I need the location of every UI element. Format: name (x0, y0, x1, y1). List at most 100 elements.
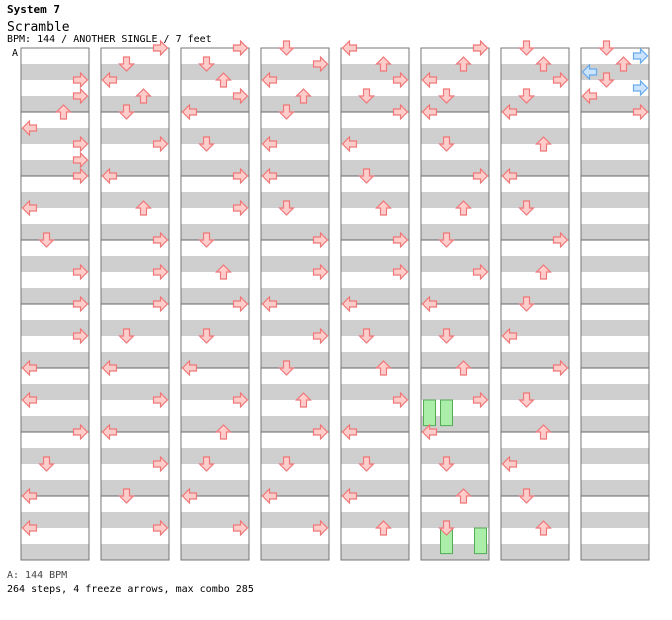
beat-stripe (101, 192, 169, 208)
column-frame (20, 47, 90, 561)
beat-stripe (501, 256, 569, 272)
step-arrow-right (232, 519, 249, 537)
beat-stripe (181, 512, 249, 528)
beat-stripe (261, 192, 329, 208)
column-frame (580, 47, 650, 561)
step-arrow-up (295, 88, 312, 104)
beat-stripe (581, 544, 649, 560)
beat-stripe (501, 512, 569, 528)
chart-column-2 (100, 47, 170, 561)
step-arrow-down (438, 456, 455, 472)
beat-stripe (261, 128, 329, 144)
step-arrow-up (535, 136, 552, 152)
beat-stripe (341, 192, 409, 208)
step-arrow-up (135, 200, 152, 216)
beat-stripe (101, 512, 169, 528)
step-arrow-down (438, 232, 455, 248)
step-arrow-up (535, 56, 552, 72)
chart-column-8 (580, 47, 650, 561)
step-arrow-down (438, 328, 455, 344)
step-arrow-down (518, 392, 535, 408)
beat-stripe (341, 352, 409, 368)
freeze-arrow (423, 399, 436, 427)
column-frame (260, 47, 330, 561)
step-arrow-left (341, 135, 358, 153)
beat-stripe (501, 96, 569, 112)
chart-column-3 (180, 47, 250, 561)
step-arrow-left (421, 103, 438, 121)
beat-stripe (341, 64, 409, 80)
song-title: Scramble (7, 20, 70, 35)
step-arrow-right (472, 39, 489, 57)
step-arrow-down (278, 456, 295, 472)
step-arrow-up (295, 392, 312, 408)
step-arrow-down (278, 360, 295, 376)
beat-stripe (181, 96, 249, 112)
step-arrow-down (38, 232, 55, 248)
beat-stripe (261, 160, 329, 176)
step-arrow-left (261, 295, 278, 313)
step-arrow-left (21, 487, 38, 505)
beat-stripe (261, 544, 329, 560)
beat-stripe (181, 128, 249, 144)
beat-stripe (101, 544, 169, 560)
beat-stripe (341, 320, 409, 336)
step-arrow-right (232, 199, 249, 217)
beat-stripe (581, 384, 649, 400)
beat-stripe (421, 352, 489, 368)
step-arrow-right (72, 167, 89, 185)
step-arrow-down (518, 296, 535, 312)
step-arrow-down (438, 88, 455, 104)
step-arrow-right (392, 71, 409, 89)
beat-stripe (181, 64, 249, 80)
step-arrow-up (375, 520, 392, 536)
step-arrow-down (518, 200, 535, 216)
step-arrow-down (198, 232, 215, 248)
beat-stripe (181, 480, 249, 496)
step-arrow-up (375, 360, 392, 376)
beat-stripe (181, 384, 249, 400)
step-arrow-down (198, 328, 215, 344)
beat-stripe (581, 64, 649, 80)
step-arrow-left (341, 295, 358, 313)
column-frame (340, 47, 410, 561)
beat-stripe (421, 224, 489, 240)
step-arrow-right (152, 455, 169, 473)
beat-stripe (581, 224, 649, 240)
beat-stripe (21, 320, 89, 336)
step-arrow-left (181, 103, 198, 121)
step-arrow-down (118, 104, 135, 120)
beat-stripe (341, 416, 409, 432)
column-frame (180, 47, 250, 561)
step-arrow-right (312, 55, 329, 73)
beat-stripe (421, 320, 489, 336)
chart-column-4 (260, 47, 330, 561)
beat-stripe (21, 512, 89, 528)
step-arrow-right (72, 87, 89, 105)
beat-stripe (421, 64, 489, 80)
beat-stripe (101, 128, 169, 144)
step-arrow-left (261, 135, 278, 153)
beat-stripe (501, 352, 569, 368)
step-arrow-right (312, 519, 329, 537)
beat-stripe (341, 480, 409, 496)
step-arrow-down (518, 40, 535, 56)
beat-stripe (101, 384, 169, 400)
freeze-arrow (474, 527, 487, 555)
beat-stripe (261, 256, 329, 272)
beat-stripe (581, 128, 649, 144)
step-arrow-right (232, 295, 249, 313)
beat-stripe (501, 416, 569, 432)
beat-stripe (261, 416, 329, 432)
step-arrow-right (232, 167, 249, 185)
step-arrow-left (501, 103, 518, 121)
beat-stripe (261, 96, 329, 112)
step-arrow-left (581, 63, 598, 81)
step-arrow-left (581, 87, 598, 105)
step-arrow-up (455, 360, 472, 376)
step-arrow-down (198, 56, 215, 72)
beat-stripe (341, 128, 409, 144)
step-arrow-right (552, 71, 569, 89)
column-frame (100, 47, 170, 561)
step-arrow-left (21, 359, 38, 377)
